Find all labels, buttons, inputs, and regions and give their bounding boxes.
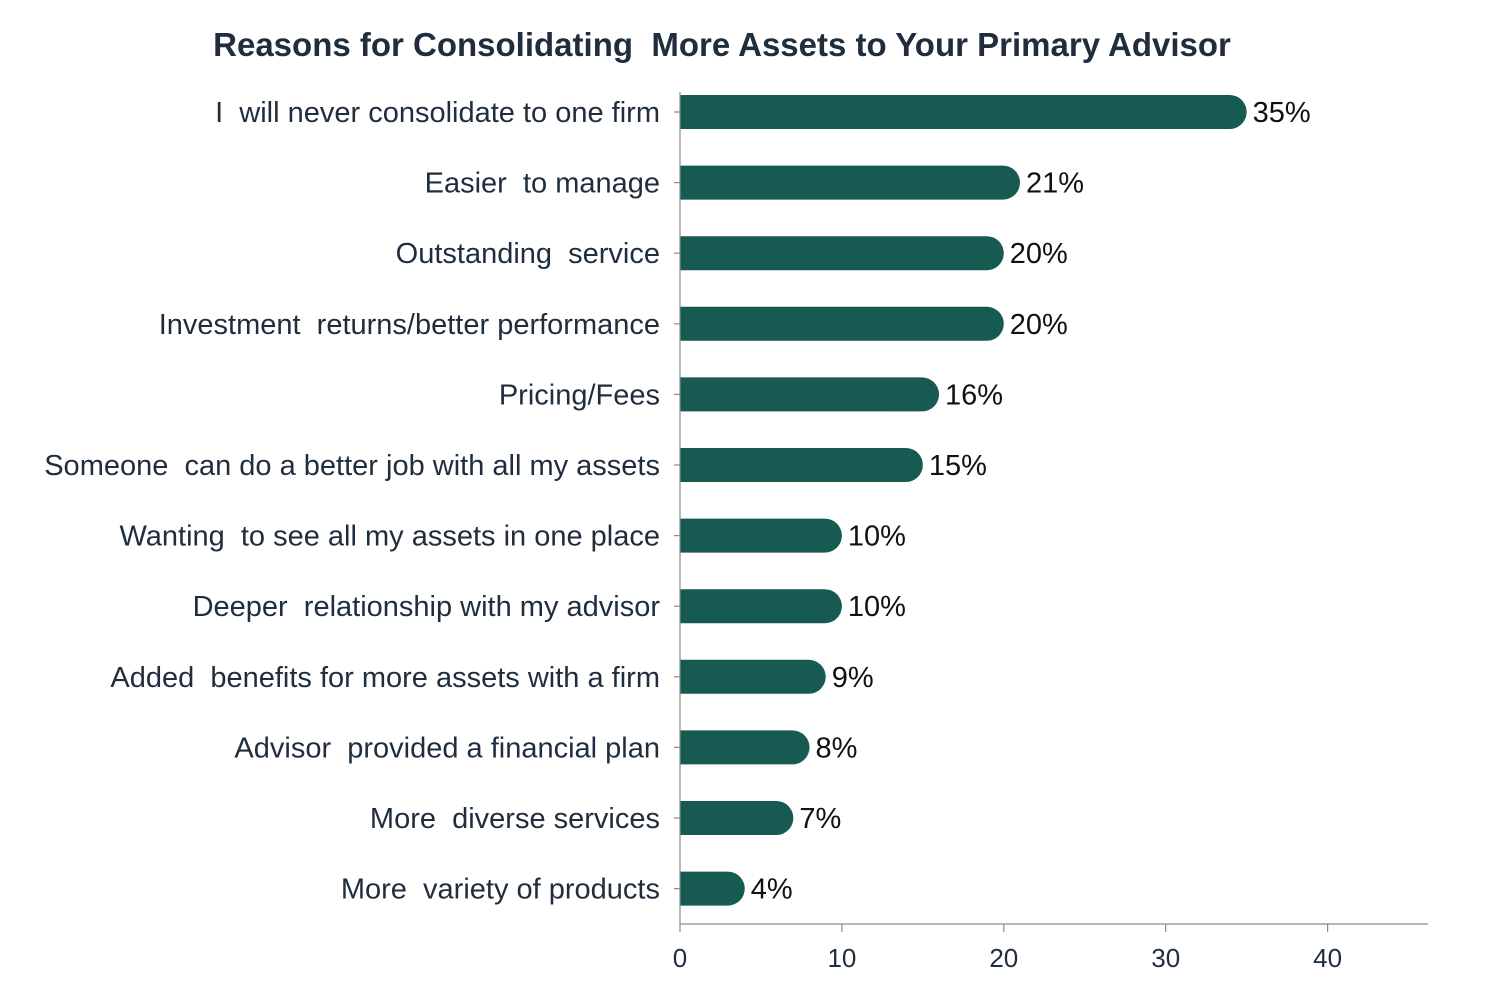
category-label: Deeper relationship with my advisor <box>193 591 661 623</box>
x-tick-label: 40 <box>1313 943 1342 973</box>
data-label: 20% <box>1010 309 1068 341</box>
bar <box>680 659 826 694</box>
bar <box>680 730 810 765</box>
data-label: 7% <box>799 803 841 835</box>
bars-layer: 35% 21% 20% 20% 16% 15% 10% 10% 9% 8% 7% 4% <box>680 95 1311 906</box>
data-label: 15% <box>929 450 987 482</box>
data-label: 10% <box>848 591 906 623</box>
bar <box>680 518 842 553</box>
data-label: 21% <box>1026 168 1084 200</box>
category-label: Wanting to see all my assets in one plac… <box>119 521 660 553</box>
category-label: Advisor provided a financial plan <box>234 732 660 764</box>
category-label: Investment returns/better performance <box>159 309 660 341</box>
data-label: 4% <box>751 874 793 906</box>
bar <box>680 589 842 624</box>
bar <box>680 165 1020 200</box>
category-label: More diverse services <box>370 803 660 835</box>
bar <box>680 306 1004 341</box>
x-tick-label: 10 <box>827 943 856 973</box>
data-label: 10% <box>848 521 906 553</box>
bar <box>680 95 1247 129</box>
data-label: 8% <box>816 732 858 764</box>
category-label: Pricing/Fees <box>499 379 660 411</box>
category-label: Easier to manage <box>425 168 660 200</box>
category-label: More variety of products <box>341 874 660 906</box>
bar <box>680 871 745 906</box>
data-label: 9% <box>832 662 874 694</box>
x-tick-label: 30 <box>1151 943 1180 973</box>
data-label: 20% <box>1010 238 1068 270</box>
bar <box>680 377 940 412</box>
data-label: 35% <box>1253 97 1311 129</box>
category-label: I will never consolidate to one firm <box>215 97 660 129</box>
chart-title: Reasons for Consolidating More Assets to… <box>213 26 1231 63</box>
bar <box>680 801 794 835</box>
bar <box>680 448 923 482</box>
axes-layer: 0 10 20 30 40 I will never consolidate to one… <box>44 92 1428 973</box>
data-label: 16% <box>945 379 1003 411</box>
category-label: Added benefits for more assets with a fi… <box>110 662 660 694</box>
category-label: Outstanding service <box>396 238 660 270</box>
category-label: Someone can do a better job with all my … <box>44 450 660 482</box>
x-tick-label: 0 <box>673 943 687 973</box>
bar <box>680 236 1004 271</box>
x-tick-label: 20 <box>989 943 1018 973</box>
